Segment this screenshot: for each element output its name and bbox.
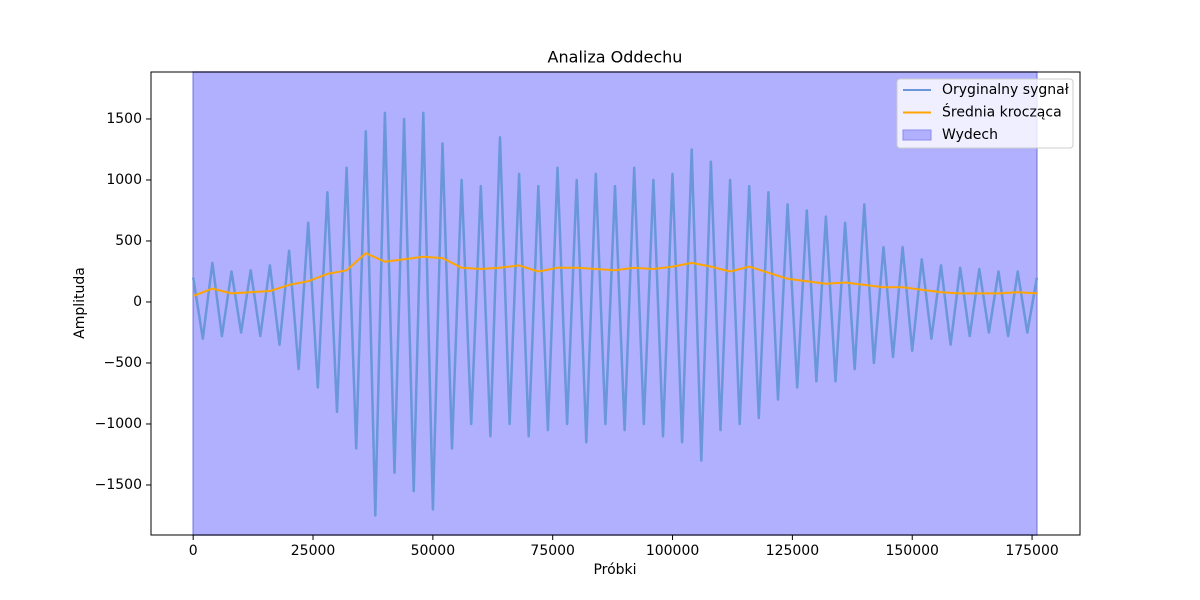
y-tick-label: −1500	[95, 477, 142, 493]
span	[192, 71, 1038, 536]
legend-label: Oryginalny sygnał	[942, 82, 1069, 98]
legend-patch	[902, 129, 932, 141]
legend-box	[896, 78, 1074, 149]
x-tick-label: 0	[189, 543, 198, 559]
y-tick-label: 1500	[106, 111, 142, 127]
x-tick-label: 150000	[885, 543, 938, 559]
y-tick-label: 0	[133, 294, 142, 310]
y-tick-label: −1000	[95, 416, 142, 432]
y-tick-label: 500	[115, 233, 142, 249]
chart-title: Analiza Oddechu	[548, 48, 683, 67]
legend-label: Wydech	[942, 127, 998, 143]
x-tick-label: 75000	[530, 543, 575, 559]
series-line	[191, 111, 1039, 517]
y-tick-label: 1000	[106, 172, 142, 188]
x-tick-label: 125000	[766, 543, 819, 559]
x-tick-label: 50000	[411, 543, 456, 559]
x-axis-label: Próbki	[593, 562, 636, 578]
legend-label: Średnia krocząca	[942, 103, 1062, 121]
y-axis-label: Amplituda	[72, 267, 88, 339]
y-tick-label: −500	[104, 355, 142, 371]
x-tick-label: 25000	[291, 543, 336, 559]
series-line	[192, 252, 1037, 297]
x-tick-label: 100000	[646, 543, 699, 559]
x-tick-label: 175000	[1005, 543, 1058, 559]
plot-frame	[150, 71, 1081, 536]
